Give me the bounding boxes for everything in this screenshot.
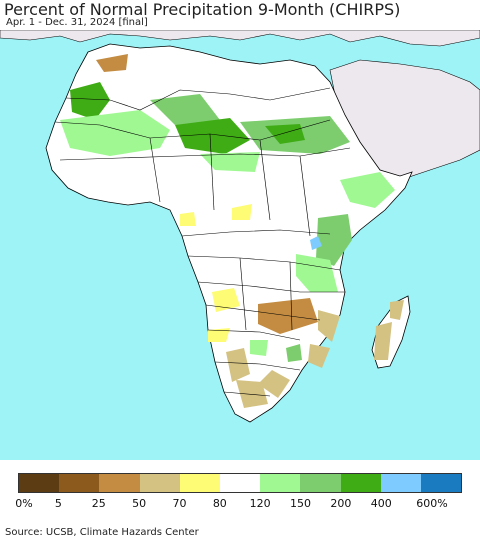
country-borders	[54, 87, 351, 397]
legend-tick-label: 0%	[15, 497, 33, 510]
anomaly-patches	[60, 54, 404, 408]
legend-swatch	[260, 474, 301, 492]
precipitation-map	[0, 30, 480, 460]
legend-swatch	[380, 474, 421, 492]
legend-swatch	[19, 474, 60, 492]
source-credit: Source: UCSB, Climate Hazards Center	[5, 527, 199, 538]
legend-tick-label: 200	[330, 497, 352, 510]
legend-swatch	[420, 474, 462, 492]
map-title: Percent of Normal Precipitation 9-Month …	[4, 0, 401, 19]
legend-tick-label: 70	[172, 497, 187, 510]
legend-tick-label: 150	[290, 497, 312, 510]
legend-tick-label: 120	[249, 497, 271, 510]
europe-land	[0, 30, 480, 47]
legend-swatch	[340, 474, 381, 492]
legend-tick-label: 25	[91, 497, 106, 510]
legend-tick-label: 50	[132, 497, 147, 510]
legend-bar	[18, 473, 462, 493]
legend-tick-label: 600%	[416, 497, 448, 510]
legend-swatch	[59, 474, 100, 492]
map-subtitle: Apr. 1 - Dec. 31, 2024 [final]	[6, 17, 148, 28]
legend-swatch	[300, 474, 341, 492]
legend-swatch	[219, 474, 261, 492]
legend-swatch	[139, 474, 180, 492]
legend-swatch	[99, 474, 140, 492]
legend-ticks: 0% 5 25 50 70 80 120 150 200 400 600%	[0, 497, 480, 511]
legend-tick-label: 400	[370, 497, 392, 510]
legend-tick-label: 80	[212, 497, 227, 510]
legend-swatch	[179, 474, 220, 492]
legend-tick-label: 5	[54, 497, 62, 510]
